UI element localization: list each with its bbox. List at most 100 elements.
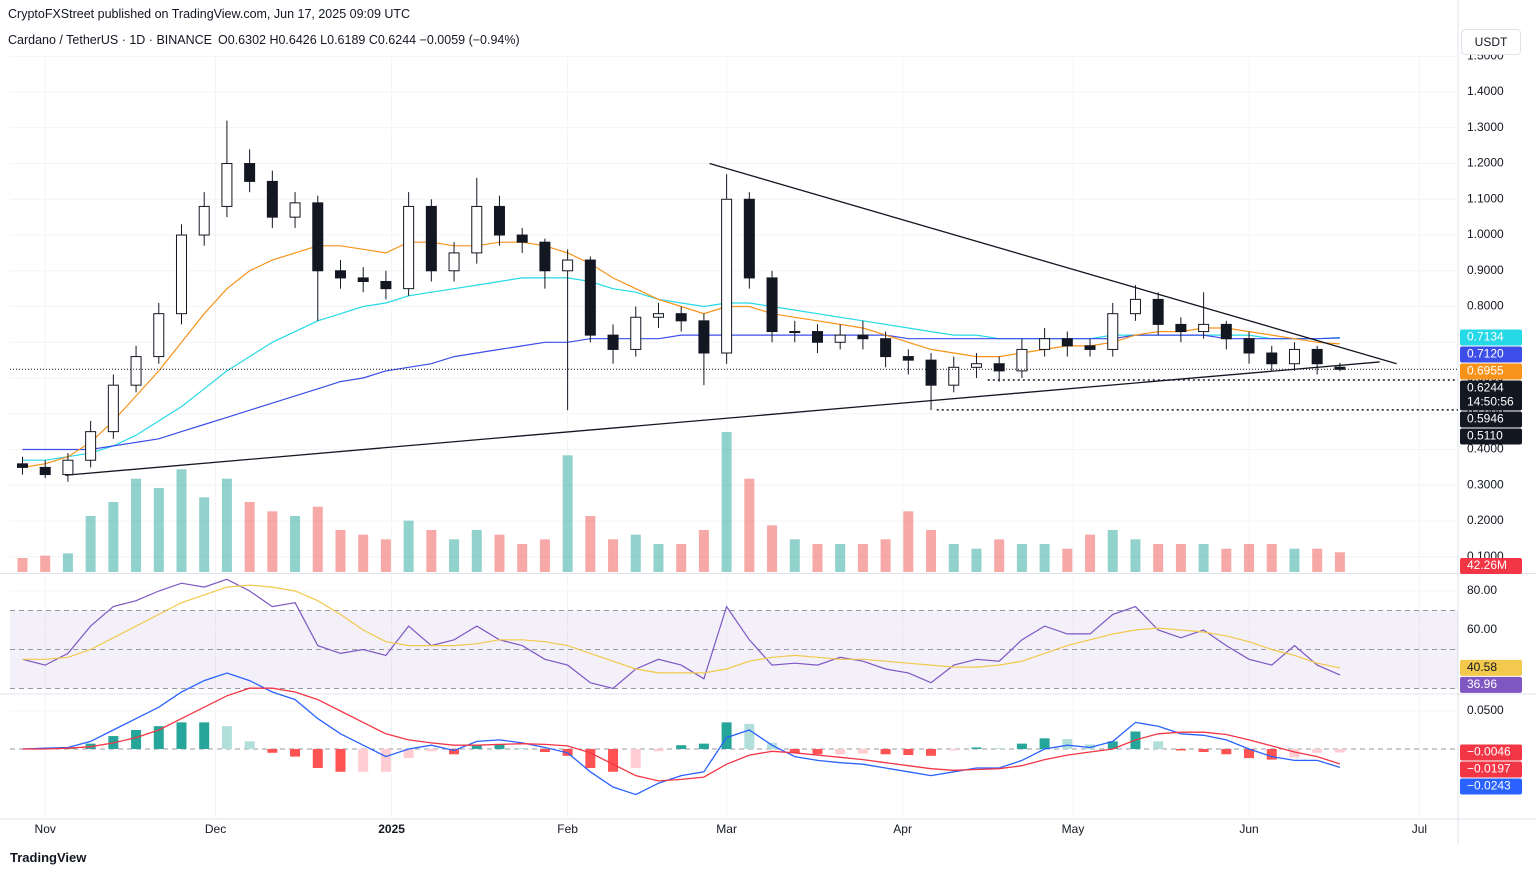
price-label-box [1460,363,1522,380]
volume-bar [290,516,301,572]
x-tick-label: Nov [35,822,56,836]
histogram-bar [880,748,891,755]
price-label: 0.5110 [1467,429,1503,443]
candle-body [993,363,1005,372]
price-label-box [1460,380,1522,411]
volume-bar [1266,544,1277,572]
candle-body [516,234,528,243]
volume-bar [608,539,619,572]
histogram-bar [653,748,664,752]
volume-bar [108,502,119,572]
volume-bar [1289,548,1300,572]
x-tick-label: Jun [1239,822,1258,836]
candle-body [1129,298,1141,315]
volume-bar [630,534,641,572]
candle-body [584,259,596,336]
histogram-bar [380,748,391,772]
price-label-box [1460,558,1522,574]
rsi-line [22,584,1341,674]
volume-bar [585,516,596,572]
price-label-box [1460,659,1522,676]
y-tick-label: 1.2000 [1467,156,1504,170]
candle-body [380,281,392,290]
candle-body [925,359,937,386]
histogram-bar [585,748,596,768]
histogram-bar [1289,748,1300,758]
candle-body [244,163,256,182]
moving-average [22,241,1340,468]
candle-body [1175,323,1187,333]
histogram-bar [608,748,619,772]
volume-bar [471,530,482,572]
volume-bar [1244,544,1255,572]
histogram-bar [1198,748,1209,753]
candle-body [471,205,483,254]
price-label: 40.58 [1467,660,1497,674]
histogram-bar [1175,748,1186,751]
histogram-bar [835,748,846,755]
histogram-bar [131,729,142,749]
price-label: 0.7134 [1467,330,1504,344]
brand-logo[interactable]: TradingView [10,850,87,865]
volume-bar [1153,544,1164,572]
histogram-bar [1221,748,1232,755]
histogram-bar [290,748,301,757]
volume-bar [449,539,460,572]
x-tick-label: Dec [205,822,226,836]
price-label: −0.0046 [1467,745,1511,759]
candle-body [107,384,119,433]
candle-body [85,431,97,461]
price-label: 36.96 [1467,677,1497,691]
y-tick-label: 60.00 [1467,622,1497,636]
candle-body [221,163,233,207]
x-tick-label: Mar [716,822,737,836]
histogram-bar [221,726,232,749]
volume-bar [153,488,164,572]
candle-body [493,205,505,236]
ohlc: O0.6302 H0.6426 L0.6189 C0.6244 −0.0059 … [218,33,520,47]
candle-body [1243,338,1255,354]
price-label-box [1460,346,1522,363]
candle-body [1152,298,1164,325]
macd-line [22,687,1341,782]
candle-body [539,241,551,272]
volume-bar [1334,552,1345,572]
candle-body [312,202,324,272]
price-label: −0.0197 [1467,762,1511,776]
candle-body [1220,323,1232,340]
volume-bar [721,432,732,572]
y-tick-label: 0.3000 [1467,477,1504,491]
price-label: 0.7120 [1467,347,1504,361]
volume-bar [994,539,1005,572]
histogram-bar [494,744,505,749]
candle-body [39,466,51,476]
candle-body [1288,348,1300,365]
histogram-bar [630,748,641,768]
histogram-bar [1062,739,1073,749]
candle-body [857,334,869,340]
volume-bar [1039,544,1050,572]
histogram-bar [971,747,982,749]
histogram-bar [1016,743,1027,749]
volume-bar [744,478,755,572]
histogram-bar [153,726,164,749]
histogram-bar [926,748,937,756]
candle-body [811,331,823,343]
candle-body [970,363,982,368]
candle-body [1311,348,1323,365]
price-label: 14:50:56 [1467,395,1514,409]
volume-bar [1198,544,1209,572]
x-tick-label: Apr [893,822,912,836]
histogram-bar [1153,741,1164,749]
price-label-box [1460,761,1522,778]
candle-body [425,205,437,272]
volume-bar [199,497,210,572]
volume-bar [971,548,982,572]
histogram-bar [335,748,346,772]
price-label-box [1460,744,1522,761]
candle-body [789,331,801,334]
volume-bar [335,530,346,572]
symbol: Cardano / TetherUS · 1D · BINANCE [8,33,213,47]
currency-button[interactable]: USDT [1461,29,1521,55]
